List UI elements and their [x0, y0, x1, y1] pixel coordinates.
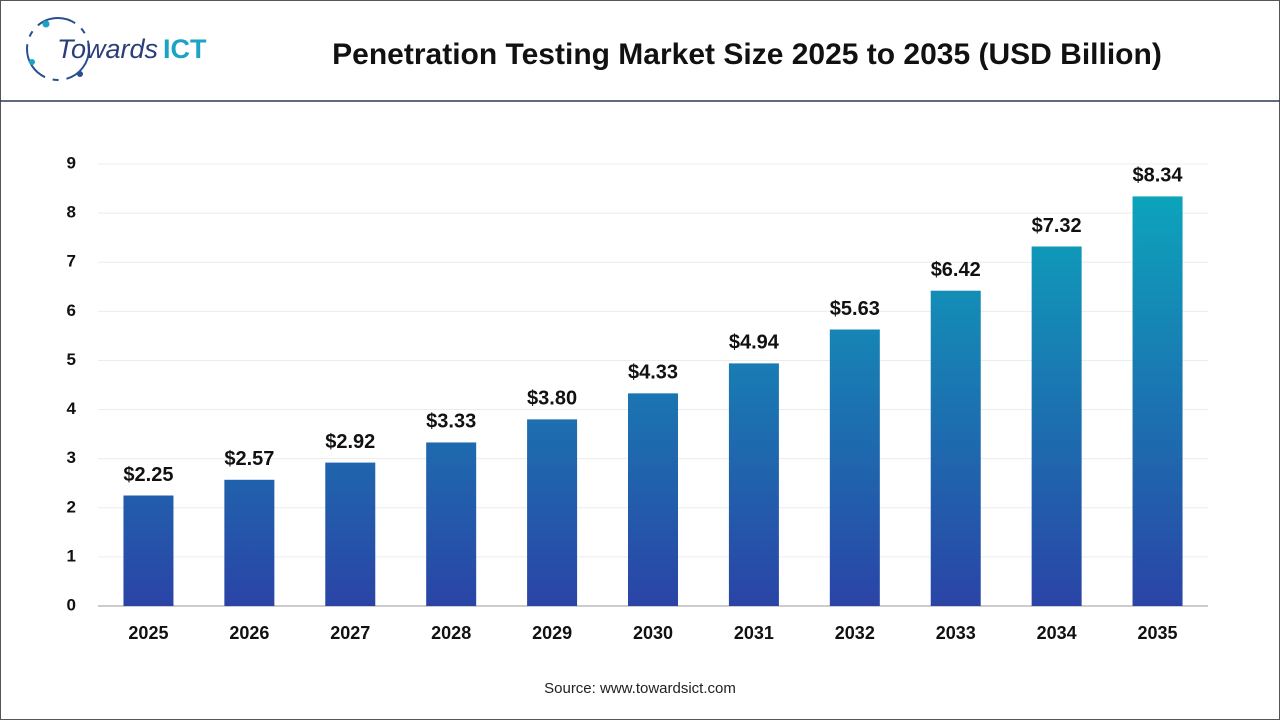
data-label: $3.33 — [426, 411, 476, 433]
y-tick-label: 6 — [67, 301, 76, 320]
x-tick-label: 2034 — [1037, 623, 1077, 643]
x-tick-label: 2028 — [431, 623, 471, 643]
x-tick-label: 2035 — [1138, 623, 1178, 643]
data-label: $2.92 — [325, 431, 375, 453]
data-label: $6.42 — [931, 259, 981, 281]
x-tick-label: 2029 — [532, 623, 572, 643]
data-label: $5.63 — [830, 298, 880, 320]
logo-dot — [77, 71, 83, 77]
y-tick-label: 1 — [67, 546, 76, 565]
bar — [628, 393, 678, 606]
data-label: $2.25 — [123, 464, 173, 486]
logo-text: Towards — [57, 34, 158, 64]
y-tick-label: 2 — [67, 497, 76, 516]
y-tick-label: 0 — [67, 595, 76, 614]
y-tick-label: 9 — [67, 153, 76, 172]
bar — [426, 442, 477, 606]
logo: Towards ICT — [26, 17, 207, 81]
bar — [1132, 196, 1183, 606]
logo-text: ICT — [163, 34, 207, 64]
bar — [728, 363, 779, 606]
x-tick-label: 2027 — [330, 623, 370, 643]
bar — [829, 329, 880, 606]
x-tick-label: 2026 — [229, 623, 269, 643]
bar — [224, 479, 275, 606]
x-tick-label: 2025 — [128, 623, 168, 643]
x-tick-label: 2030 — [633, 623, 673, 643]
source-note: Source: www.towardsict.com — [544, 680, 736, 697]
bar — [1031, 246, 1082, 607]
x-tick-label: 2032 — [835, 623, 875, 643]
data-label: $2.57 — [224, 448, 274, 470]
bar — [930, 290, 981, 606]
x-tick-label: 2033 — [936, 623, 976, 643]
y-tick-label: 8 — [67, 203, 76, 222]
data-label: $3.80 — [527, 388, 577, 410]
data-label: $4.33 — [628, 362, 678, 384]
bar — [123, 495, 174, 606]
data-label: $4.94 — [729, 332, 780, 354]
data-label: $8.34 — [1133, 165, 1184, 187]
bar — [527, 419, 578, 606]
logo-dot — [42, 20, 50, 28]
data-label: $7.32 — [1032, 215, 1082, 237]
y-tick-label: 7 — [67, 252, 76, 271]
y-tick-label: 4 — [67, 399, 77, 418]
bar — [325, 462, 376, 606]
y-tick-label: 3 — [67, 448, 76, 467]
x-tick-label: 2031 — [734, 623, 774, 643]
logo-ring — [26, 17, 90, 81]
logo-dot — [29, 59, 35, 65]
y-tick-label: 5 — [67, 350, 76, 369]
chart-title: Penetration Testing Market Size 2025 to … — [332, 38, 1162, 71]
